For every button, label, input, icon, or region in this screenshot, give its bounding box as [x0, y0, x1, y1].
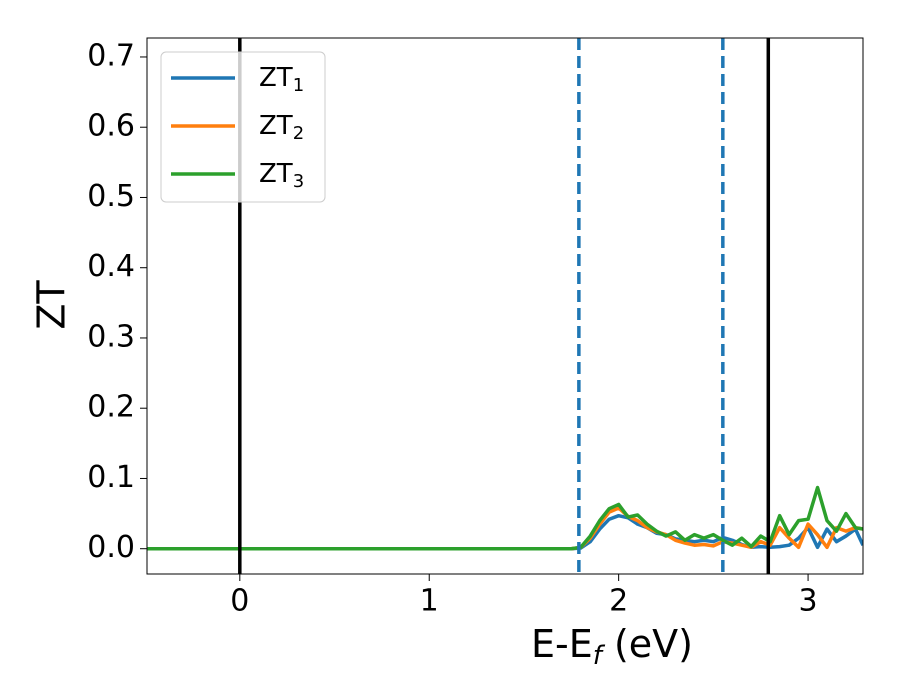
legend-label: ZT3: [259, 159, 304, 193]
x-tick-label: 0: [230, 584, 249, 619]
y-tick-label: 0.5: [87, 179, 135, 214]
legend-box: [160, 51, 326, 203]
plot-frame: [146, 37, 864, 575]
x-tick-label: 1: [420, 584, 439, 619]
y-tick-label: 0.0: [87, 530, 135, 565]
y-tick-label: 0.2: [87, 390, 135, 425]
y-tick-label: 0.6: [87, 109, 135, 144]
x-tick-label: 2: [609, 584, 628, 619]
y-tick-label: 0.3: [87, 319, 135, 354]
legend-label: ZT1: [259, 63, 304, 97]
x-axis-label-after: (eV): [602, 622, 693, 666]
legend-label: ZT2: [259, 111, 304, 145]
y-tick-label: 0.4: [87, 249, 135, 284]
y-axis-label: ZT: [30, 280, 74, 330]
series-line: [147, 485, 863, 551]
y-tick-label: 0.1: [87, 460, 135, 495]
x-axis-label: E-Ef (eV): [531, 622, 693, 671]
y-tick-label: 0.7: [87, 38, 135, 73]
x-tick-label: 3: [799, 584, 818, 619]
x-axis-label-main: E-E: [531, 622, 593, 666]
